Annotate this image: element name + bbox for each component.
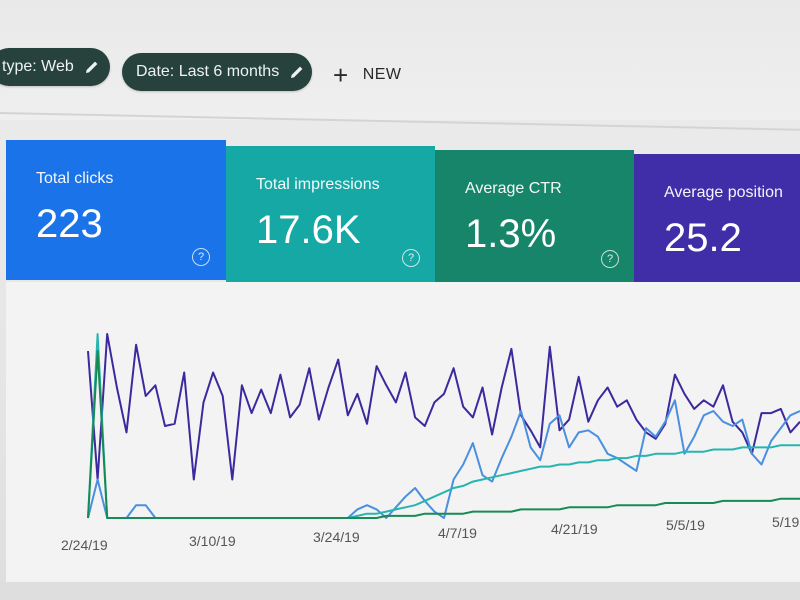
divider: [0, 112, 800, 131]
x-tick-label: 4/21/19: [551, 521, 598, 537]
help-icon[interactable]: ?: [402, 249, 420, 267]
plus-icon: +: [333, 60, 349, 90]
edit-pencil-icon[interactable]: [289, 64, 305, 80]
metric-label: Average CTR: [465, 180, 562, 197]
metric-card-impressions[interactable]: Total impressions 17.6K ?: [226, 146, 435, 282]
performance-chart: 2/24/19 3/10/19 3/24/19 4/7/19 4/21/19 5/5/19…: [6, 282, 800, 582]
filter-chip-type[interactable]: type: Web: [0, 48, 110, 86]
metric-card-ctr[interactable]: Average CTR 1.3% ?: [435, 150, 634, 282]
metric-label: Average position: [664, 184, 783, 201]
x-tick-label: 5/19: [772, 514, 799, 530]
x-tick-label: 3/10/19: [189, 533, 236, 549]
new-filter-label: NEW: [362, 66, 402, 83]
chart-series-line-0: [87, 333, 800, 481]
filter-chip-type-label: type: Web: [2, 58, 74, 75]
filter-chip-date[interactable]: Date: Last 6 months: [122, 53, 312, 91]
chart-series-line-3: [87, 350, 800, 519]
metric-card-clicks[interactable]: Total clicks 223 ?: [6, 140, 226, 280]
filter-chip-date-label: Date: Last 6 months: [136, 63, 280, 80]
x-tick-label: 5/5/19: [666, 517, 705, 533]
x-tick-label: 4/7/19: [438, 525, 477, 541]
x-tick-label: 2/24/19: [61, 537, 108, 553]
chart-series-line-1: [87, 399, 800, 519]
new-filter-button[interactable]: + NEW: [333, 60, 402, 90]
chart-series-line-2: [87, 333, 800, 519]
metric-value: 223: [36, 202, 103, 246]
filter-bar: type: Web Date: Last 6 months + NEW: [0, 0, 800, 131]
metric-label: Total impressions: [256, 176, 380, 193]
metric-value: 17.6K: [256, 208, 361, 252]
metric-value: 1.3%: [465, 212, 557, 256]
help-icon[interactable]: ?: [601, 250, 619, 268]
metric-card-position[interactable]: Average position 25.2: [634, 154, 800, 284]
metric-value: 25.2: [664, 216, 742, 260]
x-tick-label: 3/24/19: [313, 529, 360, 545]
help-icon[interactable]: ?: [192, 248, 210, 266]
metric-label: Total clicks: [36, 170, 114, 187]
line-chart-svg: 2/24/19 3/10/19 3/24/19 4/7/19 4/21/19 5/5/19…: [61, 333, 800, 553]
edit-pencil-icon[interactable]: [84, 59, 100, 75]
